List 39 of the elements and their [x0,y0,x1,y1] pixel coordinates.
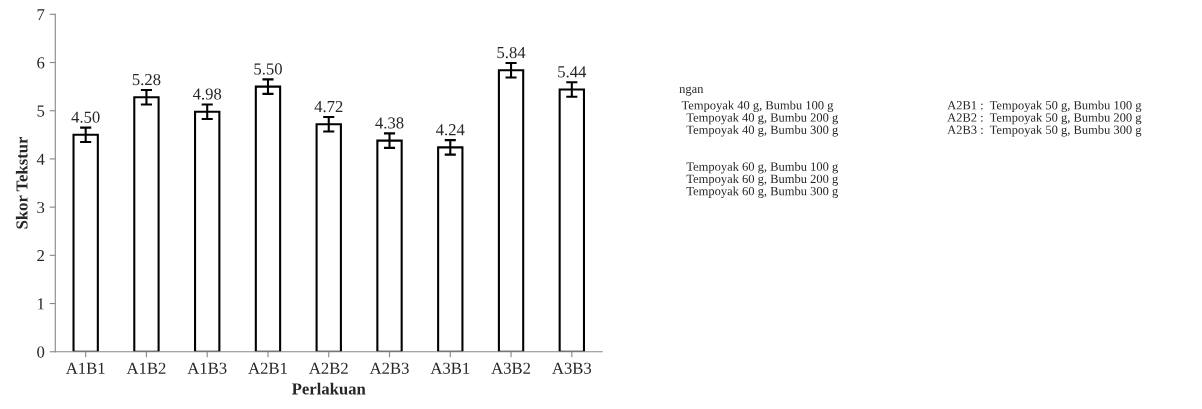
x-tick-label: A2B3 [369,362,409,374]
x-tick-label: A3B3 [552,362,592,374]
y-tick-label: 7 [37,9,45,21]
x-tick-label: A2B2 [309,362,348,374]
text: Tempoyak 40 g, Bumbu 100 g [681,100,834,113]
y-tick-label: 4 [36,153,45,165]
y-axis-title: Skor Tekstur [15,136,28,229]
text: Tempoyak 60 g, Bumbu 300 g [686,186,838,198]
text: A2B3 : Tempoyak 50 g, Bumbu 300 g [947,125,1142,137]
text: Tempoyak 40 g, Bumbu 200 g [686,112,838,125]
data-label: 4.72 [314,100,343,113]
data-label: 4.50 [71,111,100,123]
text: A2B1 : Tempoyak 50 g, Bumbu 100 g [947,100,1142,113]
data-label: 4.24 [436,124,465,136]
text: Tempoyak 40 g, Bumbu 300 g [686,125,838,137]
y-tick-label: 1 [38,298,44,310]
y-tick-label: 6 [37,57,45,69]
data-label: 5.50 [254,63,282,75]
x-tick-label: A3B1 [430,362,470,374]
bar [72,133,99,352]
y-tick-label: 2 [37,250,44,262]
text: Tempoyak 60 g, Bumbu 200 g [686,174,838,186]
data-label: 5.28 [132,73,161,86]
x-tick-label: A3B2 [491,362,531,374]
x-axis-title: Perlakuan [291,382,366,395]
text: A2B2 : Tempoyak 50 g, Bumbu 200 g [947,112,1142,125]
y-tick-label: 5 [37,105,45,117]
data-label: 5.84 [497,46,526,59]
x-tick-label: A1B2 [126,362,166,374]
x-tick-label: A2B1 [248,362,287,374]
data-label: 4.38 [375,117,404,129]
y-tick-label: 0 [37,346,45,358]
x-tick-label: A1B1 [65,362,105,374]
text: ngan [679,86,704,96]
data-label: 5.44 [558,66,587,78]
y-tick-label: 3 [37,201,45,214]
x-tick-label: A1B3 [187,362,227,374]
data-label: 4.98 [192,88,222,100]
text: Tempoyak 60 g, Bumbu 100 g [686,162,838,174]
